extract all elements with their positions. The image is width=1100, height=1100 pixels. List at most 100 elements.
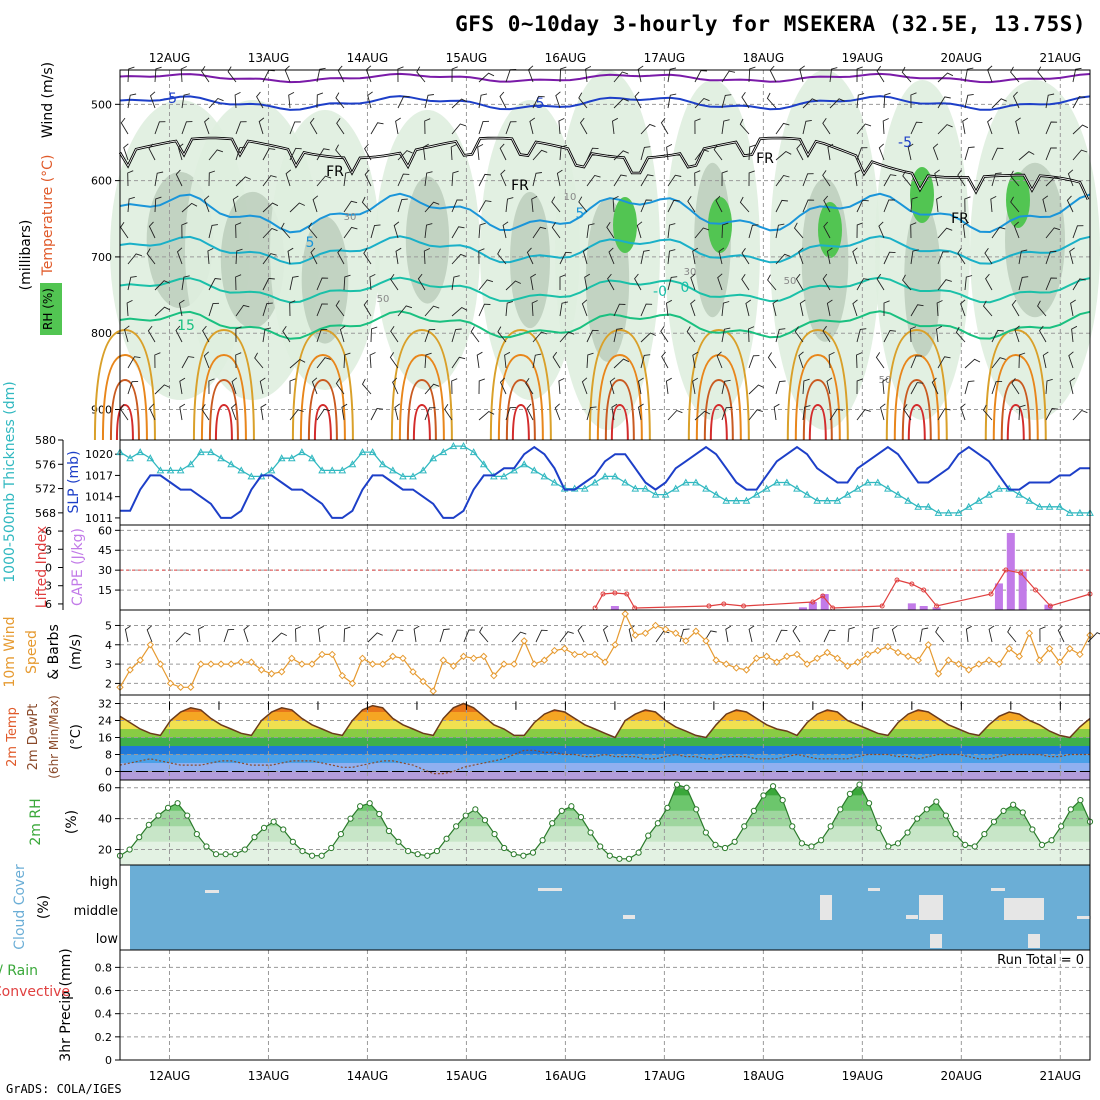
wind-barb-profile	[1069, 377, 1076, 395]
rh2m-point	[453, 823, 460, 830]
wind-barb-profile	[585, 65, 592, 83]
wind-barb-profile	[478, 378, 485, 395]
wind10m-point	[702, 637, 710, 645]
wind-barb-profile	[204, 117, 210, 135]
wind-barb-profile	[478, 72, 495, 83]
wind-barb-profile	[826, 377, 833, 395]
wind-barb-profile	[451, 170, 459, 187]
wind-barb-profile	[748, 326, 755, 343]
temp2m-ylabel-2: 2m DewPt	[26, 704, 41, 771]
temperature-contour-warm	[907, 403, 926, 441]
rh2m-point	[635, 849, 642, 856]
wind-barb-profile	[748, 144, 756, 161]
wind-barb-profile	[667, 199, 680, 213]
temperature-contour-cold	[119, 95, 1091, 111]
wind-barb-profile	[910, 92, 917, 109]
wind-barb-10m	[1057, 625, 1065, 643]
wind-barb-profile	[1012, 91, 1020, 109]
rh2m-point	[443, 835, 450, 842]
li-tick-label: -3	[41, 543, 52, 556]
wind-barb-profile	[823, 195, 831, 213]
wind-barb-profile	[717, 273, 723, 291]
thickness-point	[217, 454, 225, 462]
wind10m-point	[439, 656, 448, 664]
wind-barb-profile	[208, 378, 215, 395]
rh2m-point	[126, 846, 133, 853]
cape-bar	[808, 602, 817, 610]
thickness-point	[813, 496, 822, 504]
rh2m-point	[1058, 823, 1065, 830]
wind-barb-profile	[937, 408, 951, 421]
wind-barb-profile	[936, 195, 943, 213]
temperature-contour-warm	[703, 378, 734, 441]
wind-barb-profile	[502, 221, 509, 239]
rh2m-point	[337, 830, 344, 838]
wind-barb-profile	[256, 91, 264, 109]
wind-barb-profile	[637, 65, 644, 83]
wind-barb-profile	[829, 98, 845, 109]
thickness-point	[146, 454, 155, 462]
wind-barb-profile	[937, 279, 952, 291]
temperature-contour-warm	[893, 353, 940, 441]
wind-barb-profile	[613, 71, 629, 83]
thickness-point	[591, 478, 599, 486]
thickness-point	[783, 478, 791, 486]
wind-barb-profile	[991, 172, 1002, 187]
thickness-point	[1015, 490, 1024, 498]
wind-barb-10m	[655, 630, 670, 643]
thickness-point	[985, 490, 993, 498]
wind-barb-profile	[910, 196, 918, 213]
wind-barb-profile	[394, 403, 401, 421]
wind-barb-profile	[581, 299, 588, 317]
wind-barb-profile	[505, 121, 517, 135]
wind-barb-profile	[526, 403, 534, 421]
wind-barb-profile	[316, 67, 326, 83]
wind-barb-profile	[957, 248, 966, 265]
wind-barb-profile	[531, 195, 538, 213]
rh2m-point	[366, 800, 373, 807]
rh2m-point	[318, 852, 325, 859]
temperature-contour-warm	[489, 328, 552, 441]
precip-tick-label: 0.2	[95, 1031, 113, 1044]
wind-barb-profile	[579, 117, 588, 135]
rh-shade-high	[1006, 172, 1030, 228]
wind10m-point	[166, 679, 175, 688]
thickness-point	[712, 490, 720, 498]
wind-barb-profile	[235, 222, 242, 239]
wind-barb-profile	[608, 247, 615, 265]
wind-barb-profile	[289, 300, 296, 317]
temperature-contour-warm	[505, 378, 536, 441]
wind-barb-10m	[628, 625, 635, 643]
wind-barb-profile	[985, 273, 993, 291]
rh2m-point	[424, 852, 431, 859]
temperature-contour-warm	[984, 328, 1047, 441]
wind-barb-profile	[397, 198, 408, 213]
rh2m-point	[260, 824, 268, 832]
thickness-point	[287, 454, 296, 462]
wind-barb-profile	[640, 354, 651, 369]
cloud-gap	[1028, 934, 1040, 948]
temperature-contour-warm	[596, 353, 643, 441]
wind-barb-10m	[124, 625, 131, 643]
temperature-contour-warm	[200, 353, 247, 441]
wind-barb-profile	[822, 325, 831, 343]
wind-barb-profile	[395, 117, 401, 135]
wind-barb-profile	[964, 146, 975, 161]
wind-barb-profile	[558, 117, 565, 135]
profile-ylabel-rh: RH (%)	[41, 288, 55, 330]
wind-barb-profile	[822, 273, 831, 291]
cloud-gap	[991, 888, 1005, 891]
rh2m-point	[222, 851, 229, 858]
wind-barb-profile	[254, 352, 264, 369]
rh2m-point	[846, 790, 854, 798]
wind-barb-profile	[202, 325, 210, 343]
wind-barb-profile	[316, 277, 329, 291]
wind-barb-profile	[1045, 147, 1057, 161]
thickness-point	[954, 508, 963, 516]
cape-tick-label: 60	[98, 524, 112, 537]
contour-label: 50	[784, 276, 797, 287]
day-label-bottom: 21AUG	[1040, 1069, 1082, 1083]
wind-barb-profile	[262, 302, 273, 317]
wind-barb-profile	[1010, 196, 1020, 213]
wind-barb-profile	[748, 66, 756, 83]
